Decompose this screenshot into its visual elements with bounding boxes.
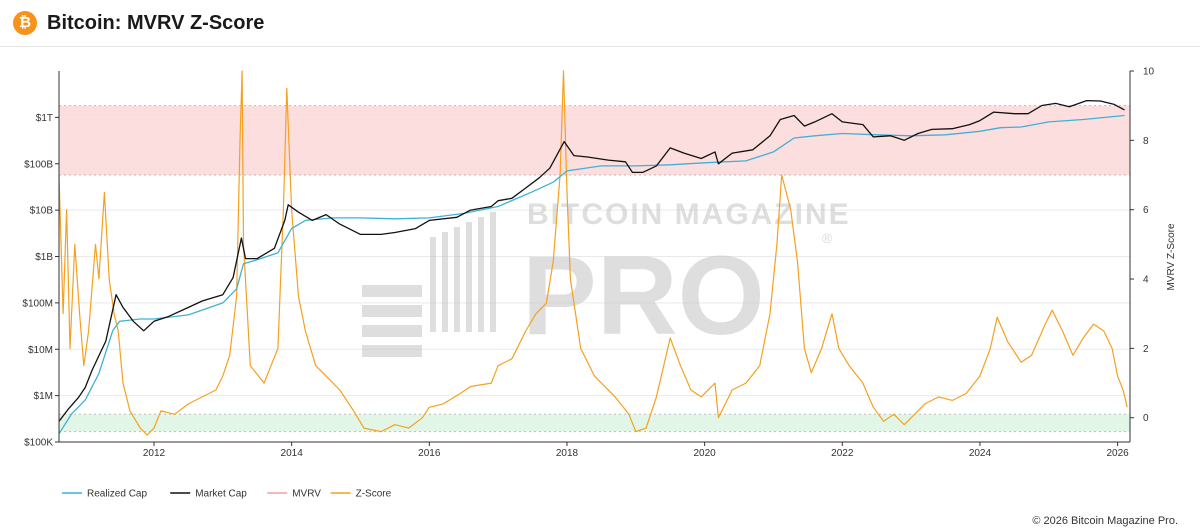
right-tick-label: 6	[1143, 205, 1149, 216]
watermark-logo-icon	[362, 212, 496, 357]
zone-band-0	[59, 105, 1130, 176]
x-tick-label: 2020	[694, 448, 717, 459]
left-tick-label: $10B	[30, 206, 54, 217]
tick-labels: $100K $1M $10M $100M $1B $10B $100B $1T 0 2 4 6 8 10 2…	[22, 67, 1154, 460]
legend-label: Realized Cap	[87, 489, 147, 500]
page-header: ₿ Bitcoin: MVRV Z-Score	[0, 0, 1200, 47]
left-tick-label: $1T	[36, 113, 53, 124]
mvrv-zscore-chart[interactable]: BITCOIN MAGAZINE PRO ® $100K $1M $10M $100M…	[0, 47, 1200, 531]
right-tick-label: 4	[1143, 275, 1149, 286]
series-line-market-cap[interactable]	[58, 99, 1125, 422]
legend-item-market-cap[interactable]: Market Cap	[170, 489, 247, 500]
x-tick-label: 2026	[1106, 448, 1129, 459]
legend-label: Market Cap	[195, 489, 247, 500]
x-tick-label: 2022	[831, 448, 854, 459]
copyright-notice: © 2026 Bitcoin Magazine Pro.	[1032, 515, 1178, 527]
legend-label: MVRV	[292, 489, 321, 500]
x-tick-label: 2014	[281, 448, 304, 459]
legend-item-mvrv[interactable]: MVRV	[267, 489, 321, 500]
left-tick-label: $1M	[34, 391, 53, 402]
x-tick-label: 2016	[418, 448, 441, 459]
watermark-line1: BITCOIN MAGAZINE	[527, 198, 851, 231]
left-tick-label: $100K	[24, 438, 53, 449]
left-tick-label: $1B	[35, 252, 53, 263]
legend-item-realized-cap[interactable]: Realized Cap	[62, 489, 147, 500]
x-tick-label: 2012	[143, 448, 166, 459]
right-tick-label: 0	[1143, 413, 1149, 424]
right-tick-label: 8	[1143, 136, 1149, 147]
legend-item-z-score[interactable]: Z-Score	[330, 489, 392, 500]
page-title: Bitcoin: MVRV Z-Score	[47, 12, 265, 34]
bitcoin-logo-icon: ₿	[13, 11, 37, 35]
right-tick-label: 2	[1143, 344, 1149, 355]
x-tick-label: 2024	[969, 448, 992, 459]
legend-label: Z-Score	[356, 489, 392, 500]
left-tick-label: $100B	[24, 159, 53, 170]
watermark-line2: PRO	[522, 233, 765, 358]
legend[interactable]: Realized Cap Market Cap MVRV Z-Score	[62, 489, 392, 500]
watermark: BITCOIN MAGAZINE PRO ®	[362, 198, 851, 358]
watermark-registered-mark: ®	[822, 230, 833, 246]
zone-band-1	[59, 414, 1130, 432]
x-tick-label: 2018	[556, 448, 579, 459]
left-tick-label: $10M	[28, 345, 53, 356]
right-axis-label: MVRV Z-Score	[1166, 223, 1177, 290]
right-tick-label: 10	[1143, 67, 1155, 78]
series-layer	[58, 70, 1128, 436]
series-line-realized-cap[interactable]	[58, 114, 1125, 435]
left-tick-label: $100M	[22, 298, 53, 309]
series-line-z-score[interactable]	[58, 70, 1128, 436]
